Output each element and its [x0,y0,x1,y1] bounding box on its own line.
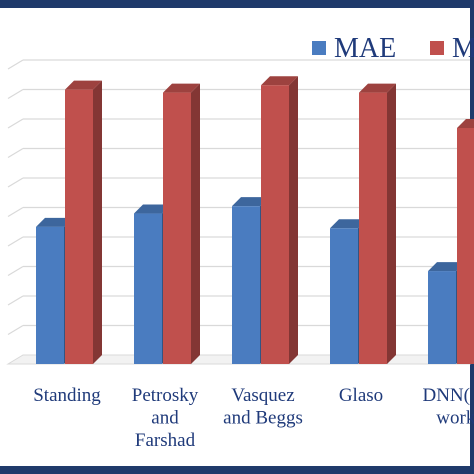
x-tick-label: Vasquez and Beggs [223,385,303,429]
bar-top-face [163,83,200,93]
legend-item-m: M [430,33,474,64]
bar-front-face [457,128,474,364]
x-tick-label-line: DNN( Th [422,385,474,406]
bar-top-face [359,83,396,93]
bar-side-face [93,80,102,365]
x-tick-label-line: Standing [33,385,101,406]
bar-top-face [428,262,465,272]
legend-swatch [312,41,326,55]
bar-m-3 [359,83,396,364]
bar-front-face [261,85,289,364]
x-tick-label-line: and Beggs [223,408,303,429]
gridline-diagonal [7,118,24,129]
bar-front-face [36,226,64,364]
legend: MAE M [312,33,474,64]
x-tick-label-line: Glaso [339,385,383,406]
legend-item-mae: MAE [312,33,396,64]
bar-top-face [134,204,171,214]
bar-m-2 [261,76,298,364]
x-tick-label: DNN( Thwork) [422,385,474,429]
bar-side-face [191,83,200,364]
bar-top-face [65,80,102,90]
bottom-border [0,466,474,474]
bar-m-1 [163,83,200,364]
x-tick-label-line: Vasquez [231,385,294,406]
x-tick-labels: Standing Petrosky and Farshad Vasquez and Beg… [33,385,474,451]
top-border [0,0,474,8]
x-tick-label-line: and [151,408,179,429]
bar-side-face [289,76,298,364]
bar-m-0 [65,80,102,365]
legend-label: M [452,33,474,64]
bar-top-face [36,217,73,227]
legend-swatch [430,41,444,55]
bar-side-face [387,83,396,364]
x-tick-label: Standing [33,385,101,406]
x-tick-label: Glaso [339,385,383,406]
legend-label: MAE [334,33,396,64]
bar-top-face [330,219,367,229]
bar-front-face [163,92,191,364]
bar-top-face [232,197,269,207]
gridline-diagonal [7,206,24,218]
bar-top-face [261,76,298,86]
gridline-diagonal [7,59,24,70]
bars [36,76,474,365]
x-tick-label: Petrosky and Farshad [132,385,199,451]
gridline-diagonal [7,88,24,100]
gridline-diagonal [7,177,24,188]
x-tick-label-line: Petrosky [132,385,199,406]
gridline-diagonal [7,265,24,277]
bar-top-face [457,119,474,128]
gridline-diagonal [7,324,24,336]
gridline-diagonal [7,236,24,247]
bar-front-face [134,213,162,364]
gridline-diagonal [7,295,24,306]
bar-front-face [65,89,93,365]
x-tick-label-line: work) [436,408,474,429]
x-tick-label-line: Farshad [135,430,196,451]
bar-front-face [330,228,358,364]
gridline-diagonal [7,147,24,159]
bar-front-face [428,271,456,364]
bar-front-face [359,92,387,364]
bar-m-4 [457,119,474,364]
bar-front-face [232,206,260,364]
